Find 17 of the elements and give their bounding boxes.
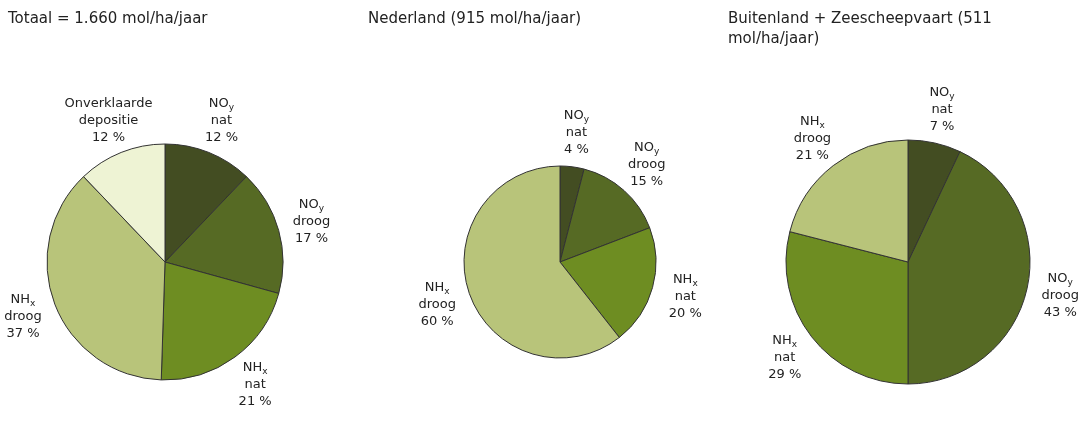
data-label: 60 % [420, 312, 454, 328]
chart-title: Totaal = 1.660 mol/ha/jaar [8, 8, 209, 28]
chart-title: Buitenland + Zeescheepvaart (511 mol/ha/jaar) [728, 8, 993, 48]
data-label: 4 % [564, 141, 589, 157]
data-label: 21 % [238, 392, 272, 408]
data-label: 20 % [668, 305, 702, 321]
data-label: 17 % [294, 229, 329, 245]
data-label: 43 % [1043, 304, 1077, 320]
data-label: 12 % [204, 129, 239, 145]
data-label: 29 % [768, 365, 802, 381]
data-label: 37 % [6, 324, 40, 340]
data-label: 12 % [91, 129, 126, 145]
data-label: 15 % [630, 173, 664, 189]
chart-title: Nederland (915 mol/ha/jaar) [368, 8, 583, 28]
data-label: 21 % [795, 147, 829, 163]
slice-label: Onverklaarde depositie [64, 95, 153, 128]
data-label: 7 % [929, 118, 955, 134]
